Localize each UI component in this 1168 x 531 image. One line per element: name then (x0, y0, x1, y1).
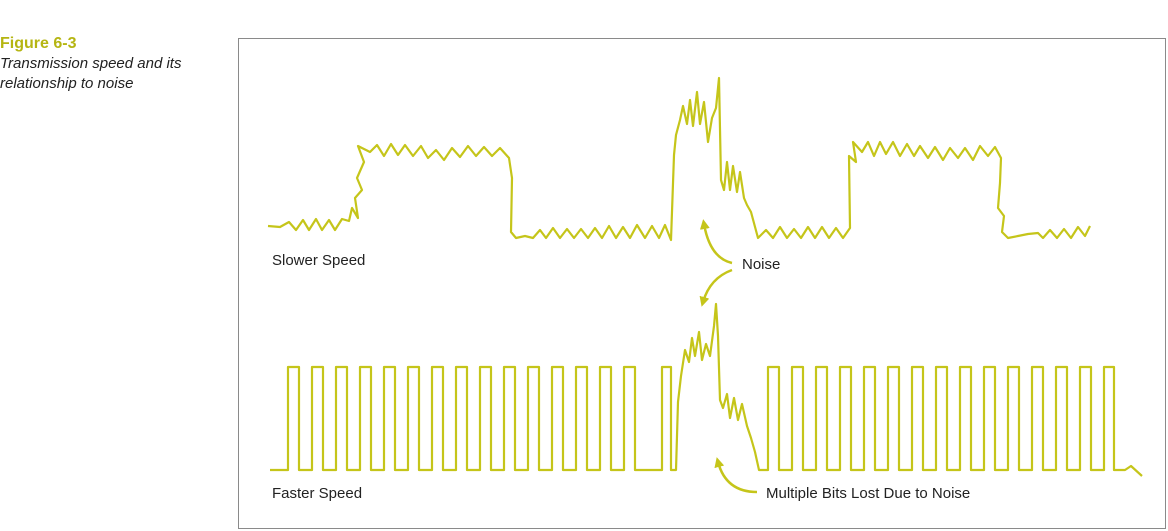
faster-speed-waveform (270, 302, 1143, 477)
figure-caption: Figure 6-3 Transmission speed and its re… (0, 34, 200, 94)
noise-arrow-upper (699, 219, 733, 265)
figure-number: Figure 6-3 (0, 35, 77, 52)
diagram-panel (238, 38, 1166, 529)
slower-speed-waveform (267, 76, 1091, 242)
slower-speed-label: Slower Speed (272, 252, 366, 269)
noise-label: Noise (742, 256, 781, 273)
multiple-bits-lost-label: Multiple Bits Lost Due to Noise (766, 485, 971, 502)
noise-arrow-lower (699, 268, 733, 307)
faster-speed-label: Faster Speed (272, 485, 363, 502)
bits-lost-arrow (714, 457, 758, 494)
figure-title: Transmission speed and its relationship … (0, 55, 182, 92)
